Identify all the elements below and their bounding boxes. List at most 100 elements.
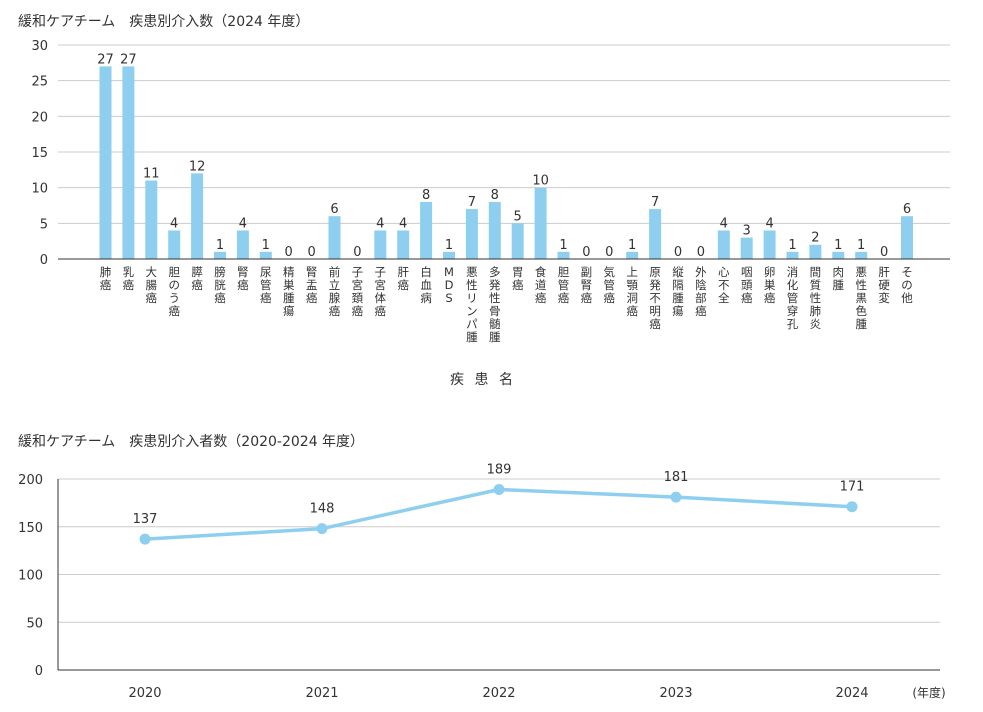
line-point (139, 533, 151, 545)
bar-category-label: 消化管穿孔 (787, 265, 799, 331)
bar (214, 251, 226, 259)
line-point (316, 523, 328, 535)
bar-value-label: 1 (445, 238, 453, 253)
bar-category-label: 膵癌 (191, 265, 203, 292)
bar-value-label: 7 (651, 195, 659, 210)
bar-value-label: 2 (811, 231, 819, 246)
bar-value-label: 4 (399, 216, 407, 231)
bar-chart-title: 緩和ケアチーム 疾患別介入数（2024 年度） (18, 14, 309, 30)
bar (328, 216, 341, 259)
bar-category-label: 乳癌 (123, 265, 135, 292)
line-chart-title: 緩和ケアチーム 疾患別介入者数（2020-2024 年度） (18, 434, 364, 450)
bar (511, 223, 524, 259)
bar-value-label: 0 (674, 245, 682, 260)
bar (832, 251, 845, 259)
line-x-tick-label: 2023 (659, 686, 692, 701)
bar-value-label: 6 (330, 202, 338, 217)
line-point (670, 491, 682, 503)
bar-value-label: 11 (143, 167, 160, 182)
bar (855, 251, 868, 259)
bar-chart-grid (58, 44, 950, 224)
line-chart-y-tick-label: 100 (18, 569, 43, 584)
bar-chart-y-tick-label: 5 (40, 217, 48, 232)
bar-chart-y-tick-label: 0 (40, 253, 48, 268)
line-chart-x-tick-labels: 2020 2021 2022 2023 2024 (128, 686, 868, 701)
bar-chart-y-tick-label: 30 (31, 39, 48, 54)
bar-value-label: 27 (120, 52, 137, 67)
line-chart-value-labels: 137 148 189 181 171 (133, 463, 865, 528)
line-chart-y-tick-label: 150 (18, 521, 43, 536)
bar-category-label: 前立腺癌 (329, 265, 341, 318)
bar-category-label: 外陰部癌 (695, 265, 707, 318)
bar-category-label: 縦隔腫瘍 (672, 265, 684, 318)
bar-chart-bars (99, 66, 913, 260)
bar (626, 251, 639, 259)
bar-value-label: 0 (582, 245, 590, 260)
bar-value-label: 8 (422, 188, 430, 203)
bar-category-label: 心不全 (718, 265, 730, 305)
line-x-tick-label: 2020 (128, 686, 161, 701)
bar-chart-y-tick-label: 10 (31, 182, 48, 197)
bar-value-label: 1 (857, 238, 865, 253)
line-value-label: 181 (664, 470, 689, 485)
bar (236, 230, 249, 259)
bar-category-label: 腎癌 (237, 265, 249, 292)
bar (168, 230, 181, 259)
bar-value-label: 12 (189, 159, 206, 174)
bar-category-label: 精巣腫瘍 (283, 265, 295, 318)
bar-category-label: 上顎洞癌 (626, 265, 638, 318)
bar-value-label: 1 (262, 238, 270, 253)
bar (374, 230, 387, 259)
bar-category-label: 肺癌 (100, 265, 112, 292)
series-line (144, 487, 853, 541)
bar-category-label: 肉腫 (833, 265, 845, 292)
bar-value-label: 6 (903, 202, 911, 217)
bar-chart-y-tick-label: 25 (31, 75, 48, 90)
line-value-label: 171 (840, 480, 865, 495)
bar-value-label: 1 (559, 238, 567, 253)
bar-category-label: 白血病 (420, 265, 432, 305)
line-value-label: 148 (310, 502, 335, 517)
bar (420, 201, 433, 259)
bar (122, 66, 135, 260)
bar-value-label: 27 (97, 52, 114, 67)
bar-category-label: 食道癌 (535, 265, 547, 305)
bar-value-label: 4 (170, 216, 178, 231)
line-chart-y-tick-label: 200 (18, 473, 43, 488)
line-value-label: 137 (133, 512, 158, 527)
bar-category-label: その他 (901, 265, 913, 305)
bar-category-label: 尿管癌 (260, 265, 272, 305)
bar (145, 180, 158, 259)
line-point (846, 501, 858, 513)
bar-category-label: 肝硬変 (878, 265, 890, 305)
bar (809, 244, 822, 259)
bar-category-label: 気管癌 (604, 265, 616, 305)
bar-category-label: 子宮頚癌 (352, 265, 364, 318)
line-x-tick-label: 2021 (305, 686, 338, 701)
bar (901, 216, 913, 259)
bar (534, 187, 547, 259)
bar-value-label: 1 (628, 238, 636, 253)
bar (649, 209, 662, 259)
bar-chart-y-tick-label: 15 (31, 146, 48, 161)
bar-category-label: 胆のう癌 (168, 265, 180, 318)
bar-value-label: 0 (880, 245, 888, 260)
bar (443, 251, 455, 259)
line-chart-grid (58, 478, 940, 623)
line-x-tick-label: 2024 (835, 686, 868, 701)
bar-chart-y-tick-label: 20 (31, 110, 48, 125)
bar-value-label: 1 (834, 238, 842, 253)
line-point (493, 484, 505, 496)
bar-value-label: 10 (532, 174, 549, 189)
bar (763, 230, 776, 259)
bar-chart-y-axis: 0 5 10 15 20 25 30 (31, 39, 48, 268)
bar (557, 251, 570, 259)
bar-value-label: 7 (468, 195, 476, 210)
bar-category-label: 胃癌 (512, 265, 524, 292)
line-chart: 緩和ケアチーム 疾患別介入者数（2020-2024 年度） 0 50 100 150 2… (18, 434, 946, 701)
bar-value-label: 3 (743, 224, 751, 239)
bar-value-label: 1 (788, 238, 796, 253)
